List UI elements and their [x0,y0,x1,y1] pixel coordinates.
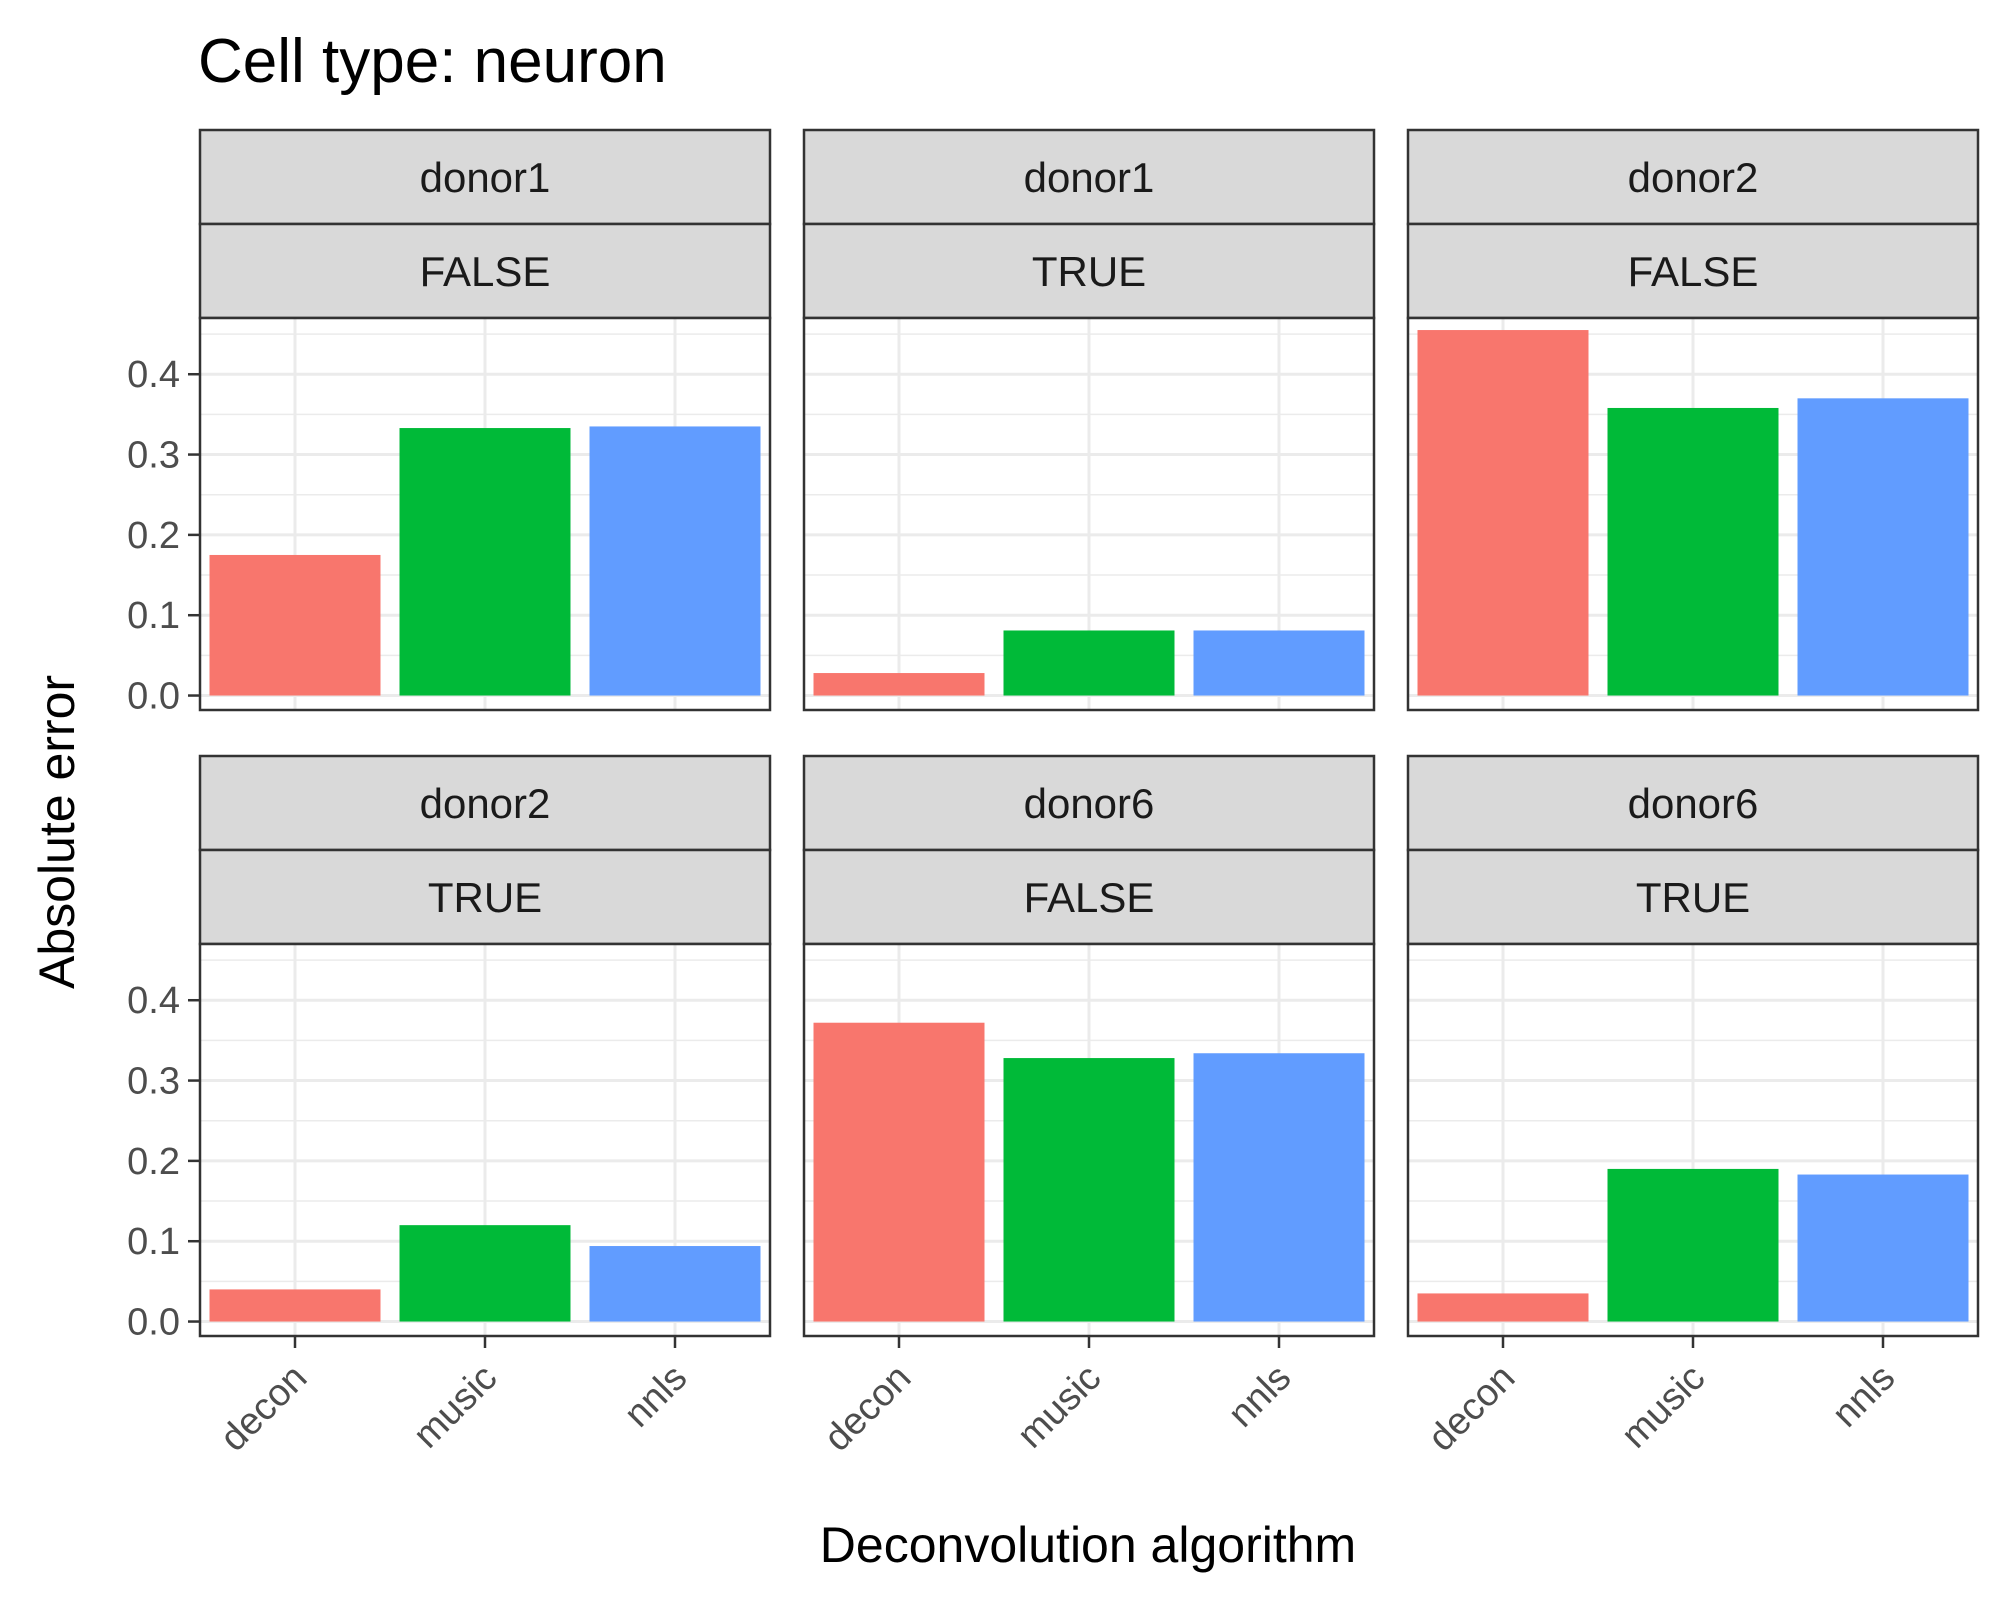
facet-panel-3: donor2 FALSE [1406,128,1980,712]
strip-top-label: donor2 [1628,154,1759,201]
panel-border [1406,316,1980,712]
y-tick-label: 0.0 [127,1302,180,1344]
strip-bottom-label: FALSE [1024,874,1155,921]
panel-border [198,316,772,712]
facet-panel-5: donor6 FALSE decon music nnls [802,754,1376,1460]
x-tick-label: music [1613,1357,1713,1457]
strip-top [198,754,772,852]
strip-top-label: donor2 [420,780,551,827]
y-tick-label: 0.3 [127,1061,180,1103]
y-tick-label: 0.1 [127,1221,180,1263]
strip-top [802,754,1376,852]
strip-bottom-label: TRUE [428,874,542,921]
bar-music [399,428,571,696]
x-axis-title: Deconvolution algorithm [820,1517,1356,1573]
y-axis-title: Absolute error [29,675,85,989]
y-tick-label: 0.3 [127,435,180,477]
bar-music [1003,630,1175,696]
y-tick-label: 0.1 [127,595,180,637]
strip-bottom-label: FALSE [420,248,551,295]
x-tick-label: decon [816,1357,919,1460]
strip-top-label: donor1 [420,154,551,201]
x-tick-label: music [1009,1357,1109,1457]
bar-music [1003,1058,1175,1322]
strip-bottom [1406,848,1980,946]
y-tick-label: 0.4 [127,980,180,1022]
y-tick-label: 0.0 [127,676,180,718]
facet-panels: donor1FALSE0.00.10.20.30.4donor1TRUEdono… [127,128,1980,1460]
bar-music [1607,1168,1779,1322]
x-tick-label: nnls [1824,1357,1903,1436]
bar-nnls [1193,630,1365,696]
strip-bottom [802,848,1376,946]
strip-bottom-label: FALSE [1628,248,1759,295]
strip-top [198,128,772,226]
bar-nnls [589,426,761,696]
strip-bottom [198,848,772,946]
x-tick-label: nnls [1220,1357,1299,1436]
bar-decon [209,1289,381,1322]
bar-nnls [1193,1053,1365,1322]
y-tick-label: 0.2 [127,1141,180,1183]
facet-panel-1: donor1 FALSE 0.0 0.1 0.2 0.3 0.4 [127,128,772,718]
facet-panel-2: donor1 TRUE [802,128,1376,712]
strip-bottom-label: TRUE [1636,874,1750,921]
strip-bottom [1406,222,1980,320]
facet-panel-6: donor6 TRUE decon music nnls [1406,754,1980,1460]
x-tick-label: decon [212,1357,315,1460]
x-tick-label: music [405,1357,505,1457]
strip-top-label: donor6 [1024,780,1155,827]
facet-panel-4: donor2 TRUE 0.0 0.1 0.2 0.3 0.4 decon music nnls [127,754,772,1460]
strip-top [1406,128,1980,226]
strip-bottom [802,222,1376,320]
chart-title: Cell type: neuron [198,27,667,96]
y-tick-label: 0.4 [127,354,180,396]
bar-nnls [1797,1174,1969,1322]
bar-music [1607,407,1779,696]
strip-top-label: donor1 [1024,154,1155,201]
bar-decon [813,673,985,696]
strip-top [1406,754,1980,852]
bar-decon [1417,330,1589,696]
bar-decon [813,1022,985,1322]
strip-top-label: donor6 [1628,780,1759,827]
x-tick-label: decon [1420,1357,1523,1460]
bar-music [399,1225,571,1322]
strip-bottom-label: TRUE [1032,248,1146,295]
x-tick-label: nnls [616,1357,695,1436]
bar-nnls [1797,398,1969,696]
panel-border [802,316,1376,712]
strip-top [802,128,1376,226]
bar-decon [1417,1293,1589,1322]
y-tick-label: 0.2 [127,515,180,557]
bar-decon [209,554,381,696]
strip-bottom [198,222,772,320]
bar-nnls [589,1246,761,1322]
